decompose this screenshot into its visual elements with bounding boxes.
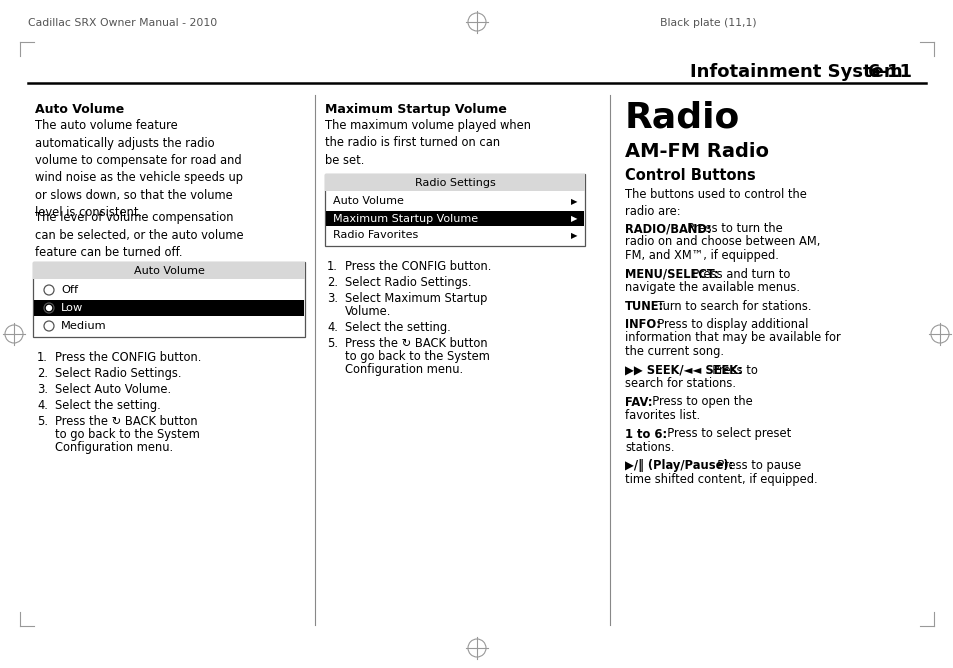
Text: Press to pause: Press to pause	[709, 460, 801, 472]
Text: Press to: Press to	[704, 363, 757, 377]
Text: to go back to the System: to go back to the System	[345, 350, 489, 363]
Text: Select the setting.: Select the setting.	[345, 321, 450, 334]
Text: 1.: 1.	[37, 351, 48, 364]
Text: INFO:: INFO:	[624, 318, 660, 331]
Text: Off: Off	[61, 285, 78, 295]
Text: 4.: 4.	[37, 399, 48, 412]
Text: The auto volume feature
automatically adjusts the radio
volume to compensate for: The auto volume feature automatically ad…	[35, 119, 243, 220]
Text: Radio Favorites: Radio Favorites	[333, 230, 417, 240]
Text: Auto Volume: Auto Volume	[333, 196, 403, 206]
Text: Auto Volume: Auto Volume	[133, 265, 204, 275]
Text: ▶: ▶	[571, 231, 577, 240]
Text: Volume.: Volume.	[345, 305, 391, 318]
Text: stations.: stations.	[624, 441, 674, 454]
Text: Radio: Radio	[624, 100, 740, 134]
Text: Select Radio Settings.: Select Radio Settings.	[345, 276, 471, 289]
Text: 4.: 4.	[327, 321, 337, 334]
Text: MENU/SELECT:: MENU/SELECT:	[624, 267, 718, 281]
Text: Select Auto Volume.: Select Auto Volume.	[55, 383, 171, 396]
Text: Infotainment System: Infotainment System	[689, 63, 902, 81]
Text: 1 to 6:: 1 to 6:	[624, 428, 666, 440]
Text: Auto Volume: Auto Volume	[35, 103, 124, 116]
Text: Configuration menu.: Configuration menu.	[345, 363, 462, 376]
Text: ▶▶ SEEK/◄◄ SEEK:: ▶▶ SEEK/◄◄ SEEK:	[624, 363, 741, 377]
Text: ▶/‖ (Play/Pause):: ▶/‖ (Play/Pause):	[624, 460, 733, 472]
Text: Press to open the: Press to open the	[644, 395, 752, 409]
Text: 2.: 2.	[37, 367, 48, 380]
Text: AM-FM Radio: AM-FM Radio	[624, 142, 768, 161]
Text: Press the ↻ BACK button: Press the ↻ BACK button	[55, 415, 197, 428]
Text: Maximum Startup Volume: Maximum Startup Volume	[333, 214, 477, 224]
Text: Control Buttons: Control Buttons	[624, 168, 755, 183]
Text: time shifted content, if equipped.: time shifted content, if equipped.	[624, 473, 817, 486]
Text: RADIO/BAND:: RADIO/BAND:	[624, 222, 711, 235]
Text: Press and turn to: Press and turn to	[684, 267, 789, 281]
Text: navigate the available menus.: navigate the available menus.	[624, 281, 800, 294]
Text: Press to display additional: Press to display additional	[649, 318, 807, 331]
Text: the current song.: the current song.	[624, 345, 723, 358]
Text: The maximum volume played when
the radio is first turned on can
be set.: The maximum volume played when the radio…	[325, 119, 531, 167]
Text: favorites list.: favorites list.	[624, 409, 700, 422]
Text: ▶: ▶	[571, 214, 577, 223]
Bar	[34, 300, 304, 316]
Text: 5.: 5.	[37, 415, 48, 428]
Text: FM, and XM™, if equipped.: FM, and XM™, if equipped.	[624, 249, 778, 262]
Text: Press the ↻ BACK button: Press the ↻ BACK button	[345, 337, 487, 350]
Text: ▶: ▶	[571, 197, 577, 206]
Text: radio on and choose between AM,: radio on and choose between AM,	[624, 236, 820, 248]
Bar	[325, 174, 584, 191]
Text: Medium: Medium	[61, 321, 107, 331]
Bar	[326, 211, 583, 226]
Text: 2.: 2.	[327, 276, 337, 289]
Text: The buttons used to control the
radio are:: The buttons used to control the radio ar…	[624, 188, 806, 218]
Text: information that may be available for: information that may be available for	[624, 331, 840, 345]
Text: Press the CONFIG button.: Press the CONFIG button.	[55, 351, 201, 364]
Text: TUNE:: TUNE:	[624, 299, 663, 313]
Text: Cadillac SRX Owner Manual - 2010: Cadillac SRX Owner Manual - 2010	[28, 18, 217, 28]
Text: Low: Low	[61, 303, 83, 313]
Text: 5.: 5.	[327, 337, 337, 350]
Text: Black plate (11,1): Black plate (11,1)	[659, 18, 756, 28]
Text: 1.: 1.	[327, 260, 337, 273]
Bar	[33, 262, 305, 337]
Text: Press to select preset: Press to select preset	[659, 428, 790, 440]
Text: Select Radio Settings.: Select Radio Settings.	[55, 367, 181, 380]
Text: search for stations.: search for stations.	[624, 377, 735, 390]
Text: Press to turn the: Press to turn the	[679, 222, 781, 235]
Bar	[33, 262, 305, 279]
Text: 3.: 3.	[327, 292, 337, 305]
Text: Radio Settings: Radio Settings	[415, 178, 495, 188]
Text: Turn to search for stations.: Turn to search for stations.	[649, 299, 811, 313]
Text: Press the CONFIG button.: Press the CONFIG button.	[345, 260, 491, 273]
Text: FAV:: FAV:	[624, 395, 652, 409]
Text: Select the setting.: Select the setting.	[55, 399, 161, 412]
Circle shape	[47, 305, 51, 311]
Text: Configuration menu.: Configuration menu.	[55, 441, 172, 454]
Text: Maximum Startup Volume: Maximum Startup Volume	[325, 103, 506, 116]
Text: 6-11: 6-11	[867, 63, 912, 81]
Text: Select Maximum Startup: Select Maximum Startup	[345, 292, 487, 305]
Text: 3.: 3.	[37, 383, 48, 396]
Bar	[325, 174, 584, 246]
Text: The level of volume compensation
can be selected, or the auto volume
feature can: The level of volume compensation can be …	[35, 211, 243, 259]
Text: to go back to the System: to go back to the System	[55, 428, 200, 441]
